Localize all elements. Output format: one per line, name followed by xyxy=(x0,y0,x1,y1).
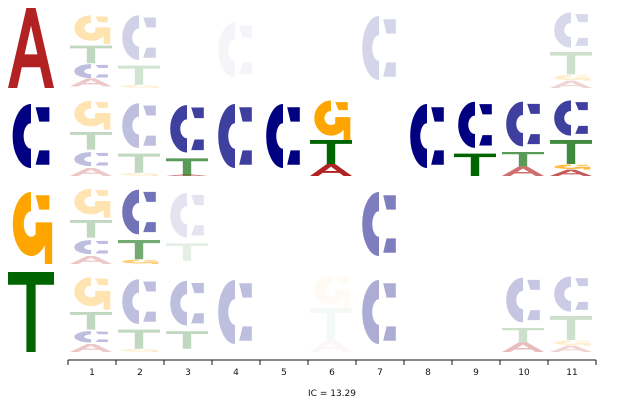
glyph-pos1-row0-a-3 xyxy=(70,78,112,87)
glyph-pos6-row3-t-1 xyxy=(310,308,352,340)
x-tick-label-8: 8 xyxy=(425,368,431,378)
glyph-pos11-row0-t-1 xyxy=(550,52,592,75)
glyph-pos6-row1-a-2 xyxy=(310,164,352,176)
glyph-pos5-row1-c-0 xyxy=(266,104,300,168)
glyph-pos9-row1-t-1 xyxy=(454,153,496,176)
glyph-pos2-row2-c-0 xyxy=(122,189,156,235)
glyph-pos11-row0-a-3 xyxy=(550,80,592,88)
glyph-pos6-row3-a-2 xyxy=(310,340,352,352)
legend-letter-c xyxy=(12,104,50,168)
glyph-pos2-row1-g-2 xyxy=(122,173,159,176)
glyph-pos7-row3-c-0 xyxy=(362,280,396,344)
glyph-pos9-row1-c-0 xyxy=(458,101,492,148)
glyph-pos1-row3-c-2 xyxy=(74,331,108,343)
glyph-pos1-row1-g-0 xyxy=(74,100,111,130)
glyph-pos4-row1-c-0 xyxy=(218,104,252,168)
glyph-pos11-row3-t-1 xyxy=(550,316,592,340)
glyph-pos1-row3-t-1 xyxy=(70,312,112,330)
glyph-pos3-row3-c-0 xyxy=(170,280,204,326)
glyph-pos1-row2-g-0 xyxy=(74,188,111,218)
glyph-pos3-row3-t-1 xyxy=(166,331,208,349)
glyph-pos11-row1-a-3 xyxy=(550,169,592,176)
legend-letter-t xyxy=(8,272,54,352)
glyph-pos2-row0-t-1 xyxy=(118,65,160,85)
glyph-pos3-row2-c-0 xyxy=(170,192,204,238)
glyph-pos2-row3-t-1 xyxy=(118,329,160,349)
glyph-pos7-row2-c-0 xyxy=(362,192,396,256)
glyph-pos4-row0-c-0 xyxy=(218,22,252,78)
glyph-pos10-row3-t-1 xyxy=(502,328,544,343)
glyph-pos2-row0-c-0 xyxy=(122,15,156,60)
glyph-pos1-row0-c-2 xyxy=(74,64,108,79)
x-tick-label-10: 10 xyxy=(518,368,530,378)
glyph-pos6-row3-g-0 xyxy=(314,275,351,308)
glyph-pos6-row1-t-1 xyxy=(310,140,352,164)
x-tick-label-5: 5 xyxy=(281,368,287,378)
x-tick-label-2: 2 xyxy=(137,368,143,378)
glyph-pos1-row2-t-1 xyxy=(70,220,112,238)
x-tick-label-7: 7 xyxy=(377,368,383,378)
glyph-pos11-row0-c-0 xyxy=(554,12,588,48)
glyph-pos7-row0-c-0 xyxy=(362,16,396,80)
glyph-pos2-row2-g-2 xyxy=(122,259,159,264)
glyph-pos1-row2-a-3 xyxy=(70,256,112,264)
glyph-pos1-row0-t-1 xyxy=(70,45,112,64)
glyph-pos10-row1-t-1 xyxy=(502,152,544,167)
glyph-pos2-row0-g-2 xyxy=(122,85,159,88)
glyph-pos1-row3-g-0 xyxy=(74,277,111,310)
glyph-pos11-row1-g-2 xyxy=(554,164,591,170)
glyph-pos11-row3-c-0 xyxy=(554,276,588,312)
glyph-pos1-row0-g-0 xyxy=(74,15,111,45)
glyph-pos2-row3-g-2 xyxy=(122,349,159,352)
glyph-pos11-row3-a-3 xyxy=(550,345,592,352)
glyph-pos11-row0-g-2 xyxy=(554,75,591,81)
glyph-pos2-row2-t-1 xyxy=(118,240,160,260)
x-tick-label-9: 9 xyxy=(473,368,479,378)
glyph-pos2-row1-c-0 xyxy=(122,103,156,148)
glyph-pos10-row1-c-0 xyxy=(506,101,540,147)
glyph-pos2-row1-t-1 xyxy=(118,153,160,173)
glyph-pos11-row1-t-1 xyxy=(550,140,592,164)
glyph-pos6-row1-g-0 xyxy=(314,100,351,140)
glyph-pos2-row3-c-0 xyxy=(122,279,156,324)
glyph-pos8-row1-c-0 xyxy=(410,104,444,168)
glyph-pos1-row2-c-2 xyxy=(74,240,108,255)
glyph-pos3-row2-t-1 xyxy=(166,243,208,261)
glyph-pos11-row1-c-0 xyxy=(554,100,588,136)
glyph-pos1-row1-a-3 xyxy=(70,168,112,176)
x-tick-label-11: 11 xyxy=(566,368,577,378)
legend-letter-a xyxy=(8,8,54,88)
x-tick-label-4: 4 xyxy=(233,368,239,378)
glyph-pos10-row1-a-2 xyxy=(502,166,544,176)
legend-letter-g xyxy=(12,192,53,264)
x-tick-label-1: 1 xyxy=(89,368,95,378)
glyph-pos3-row1-c-0 xyxy=(170,105,204,153)
glyph-pos1-row1-t-1 xyxy=(70,132,112,150)
glyph-pos10-row3-c-0 xyxy=(506,277,540,323)
glyph-pos3-row1-t-1 xyxy=(166,158,208,176)
x-tick-label-3: 3 xyxy=(185,368,191,378)
information-content-label: IC = 13.29 xyxy=(308,389,356,399)
x-tick-label-6: 6 xyxy=(329,368,335,378)
glyph-pos11-row3-g-2 xyxy=(554,340,591,346)
glyph-pos1-row1-c-2 xyxy=(74,152,108,167)
glyph-pos1-row3-a-3 xyxy=(70,344,112,352)
glyph-pos10-row3-a-2 xyxy=(502,342,544,352)
glyph-pos3-row1-a-2 xyxy=(166,174,208,176)
glyph-pos4-row3-c-0 xyxy=(218,280,252,344)
